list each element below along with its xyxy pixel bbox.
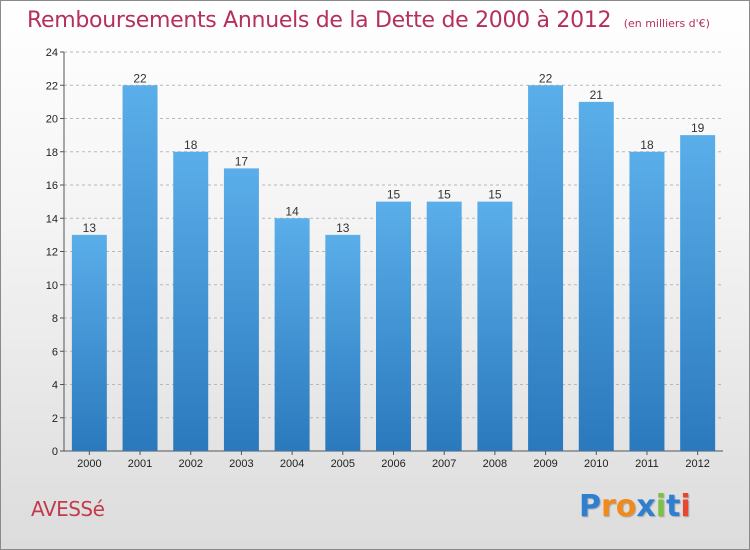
bar	[376, 201, 411, 451]
bar-value-label: 15	[387, 188, 401, 202]
title-row: Remboursements Annuels de la Dette de 20…	[27, 8, 710, 33]
bar-value-label: 17	[235, 154, 249, 168]
bar-value-label: 13	[336, 221, 350, 235]
logo-letter: t	[666, 489, 681, 524]
x-tick-label: 2004	[280, 458, 304, 470]
bar	[122, 85, 158, 451]
y-tick-label: 0	[52, 446, 58, 458]
bar-value-label: 18	[640, 138, 654, 152]
logo-letter: o	[615, 489, 637, 524]
x-tick-label: 2001	[128, 458, 152, 470]
y-tick-label: 2	[52, 413, 58, 425]
bar-value-label: 21	[590, 88, 604, 102]
x-tick-label: 2012	[685, 458, 709, 470]
bar	[325, 234, 361, 451]
bar-value-label: 14	[285, 204, 299, 218]
y-tick-label: 8	[52, 313, 58, 325]
chart-subtitle: (en milliers d'€)	[623, 17, 710, 30]
logo-letter: i	[655, 489, 667, 524]
bar-value-label: 22	[539, 71, 553, 85]
y-tick-label: 4	[52, 380, 58, 392]
chart-title: Remboursements Annuels de la Dette de 20…	[27, 8, 612, 33]
bar	[680, 135, 716, 451]
y-tick-label: 14	[46, 213, 58, 225]
bar	[477, 201, 513, 451]
bar-value-label: 13	[83, 221, 97, 235]
bar	[71, 234, 107, 451]
bar-value-label: 15	[488, 188, 502, 202]
logo-letter: i	[680, 489, 691, 524]
x-tick-label: 2011	[635, 458, 659, 470]
x-tick-label: 2010	[584, 458, 608, 470]
y-tick-label: 12	[46, 247, 58, 259]
commune-name: AVESSé	[31, 497, 105, 521]
bar	[274, 218, 310, 451]
y-tick-label: 16	[46, 180, 58, 192]
x-tick-label: 2002	[178, 458, 202, 470]
logo-letter: P	[579, 489, 601, 524]
proxiti-logo: Proxiti	[579, 489, 691, 524]
y-tick-label: 24	[46, 47, 58, 59]
bar	[173, 151, 209, 451]
x-tick-label: 2006	[381, 458, 405, 470]
labels: 0246810121416182022241320002220011820021…	[46, 47, 710, 470]
bar-value-label: 19	[691, 121, 705, 135]
y-tick-label: 22	[46, 80, 58, 92]
bar	[426, 201, 462, 451]
bars	[71, 85, 716, 451]
x-tick-label: 2009	[533, 458, 557, 470]
x-tick-label: 2007	[432, 458, 456, 470]
bar	[223, 168, 259, 451]
x-tick-label: 2005	[331, 458, 355, 470]
x-tick-label: 2003	[229, 458, 253, 470]
bar-value-label: 15	[438, 188, 452, 202]
bar	[528, 85, 564, 451]
y-tick-label: 6	[52, 346, 58, 358]
y-tick-label: 10	[46, 280, 58, 292]
bar	[629, 151, 665, 451]
logo-letter: x	[636, 489, 656, 524]
x-tick-label: 2008	[483, 458, 507, 470]
y-tick-label: 18	[46, 147, 58, 159]
x-tick-label: 2000	[77, 458, 101, 470]
bar-value-label: 18	[184, 138, 198, 152]
y-tick-label: 20	[46, 114, 58, 126]
bar	[578, 101, 614, 451]
bar-value-label: 22	[133, 71, 147, 85]
logo-letter: r	[601, 489, 616, 524]
